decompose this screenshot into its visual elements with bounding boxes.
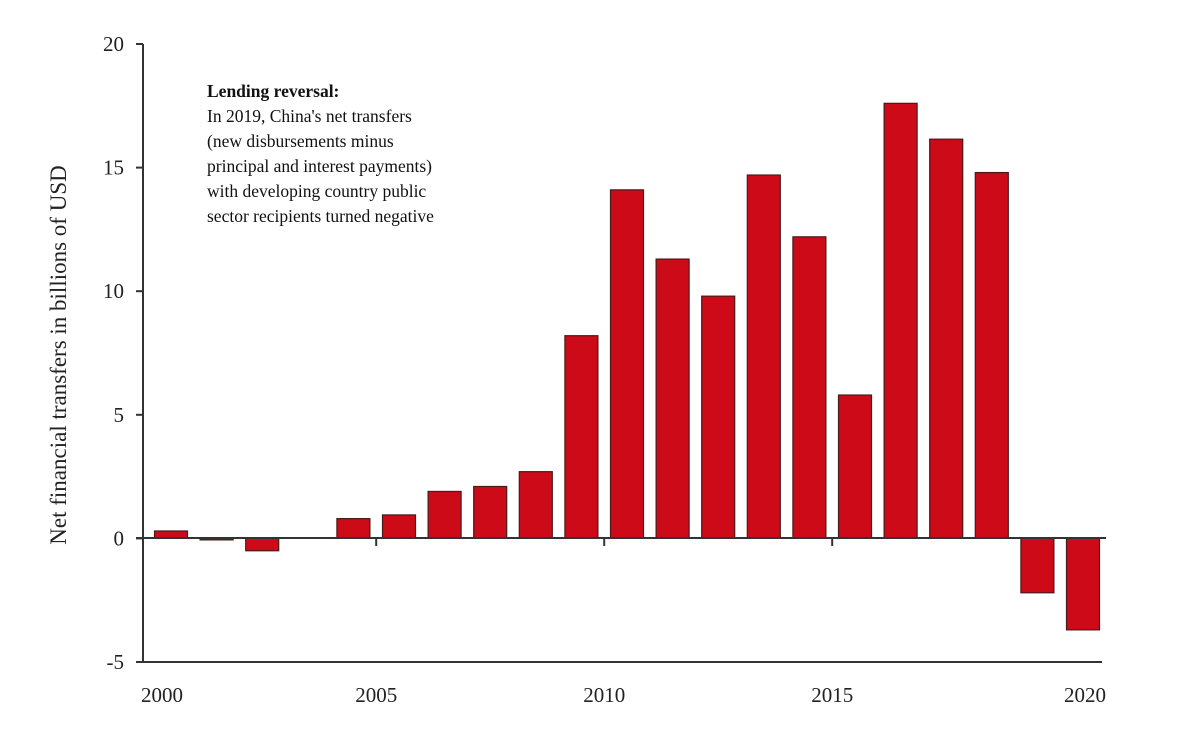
bar-2010 [609,189,645,540]
annotation-title: Lending reversal: [207,81,339,101]
annotation: Lending reversal: In 2019, China's net t… [207,81,434,226]
bar-2019 [1020,537,1055,594]
bar-2017 [929,138,964,539]
bar-2015 [837,394,873,539]
bar-2004 [336,518,371,540]
annotation-line: In 2019, China's net transfers [207,106,412,126]
x-tick-label: 2005 [355,683,397,707]
bar-2013 [746,174,781,540]
y-tick-label: 5 [114,403,125,427]
annotation-line: (new disbursements minus [207,131,394,151]
bar-2006 [427,490,462,540]
y-axis-label: Net financial transfers in billions of U… [46,165,71,544]
y-tick-label: -5 [107,650,125,674]
bar-2007 [473,485,508,540]
bar-2018 [974,171,1009,539]
bar-2016 [883,102,918,539]
annotation-line: principal and interest payments) [207,156,432,176]
y-tick-label: 10 [103,279,124,303]
bar-2008 [518,471,553,540]
bar-2020 [1065,537,1101,631]
annotation-line: sector recipients turned negative [207,206,434,226]
bar-2009 [564,335,599,540]
bar-2012 [701,295,736,540]
bar-2005 [381,514,417,540]
bar-2011 [655,258,690,539]
bar-2002 [245,537,280,552]
annotation-line: with developing country public [207,181,426,201]
y-tick-label: 20 [103,32,124,56]
y-tick-label: 15 [103,156,124,180]
x-tick-label: 2015 [811,683,853,707]
bar-2014 [792,236,827,540]
x-tick-label: 2000 [141,683,183,707]
y-tick-label: 0 [114,526,125,550]
x-tick-label: 2010 [583,683,625,707]
x-tick-label: 2020 [1064,683,1106,707]
